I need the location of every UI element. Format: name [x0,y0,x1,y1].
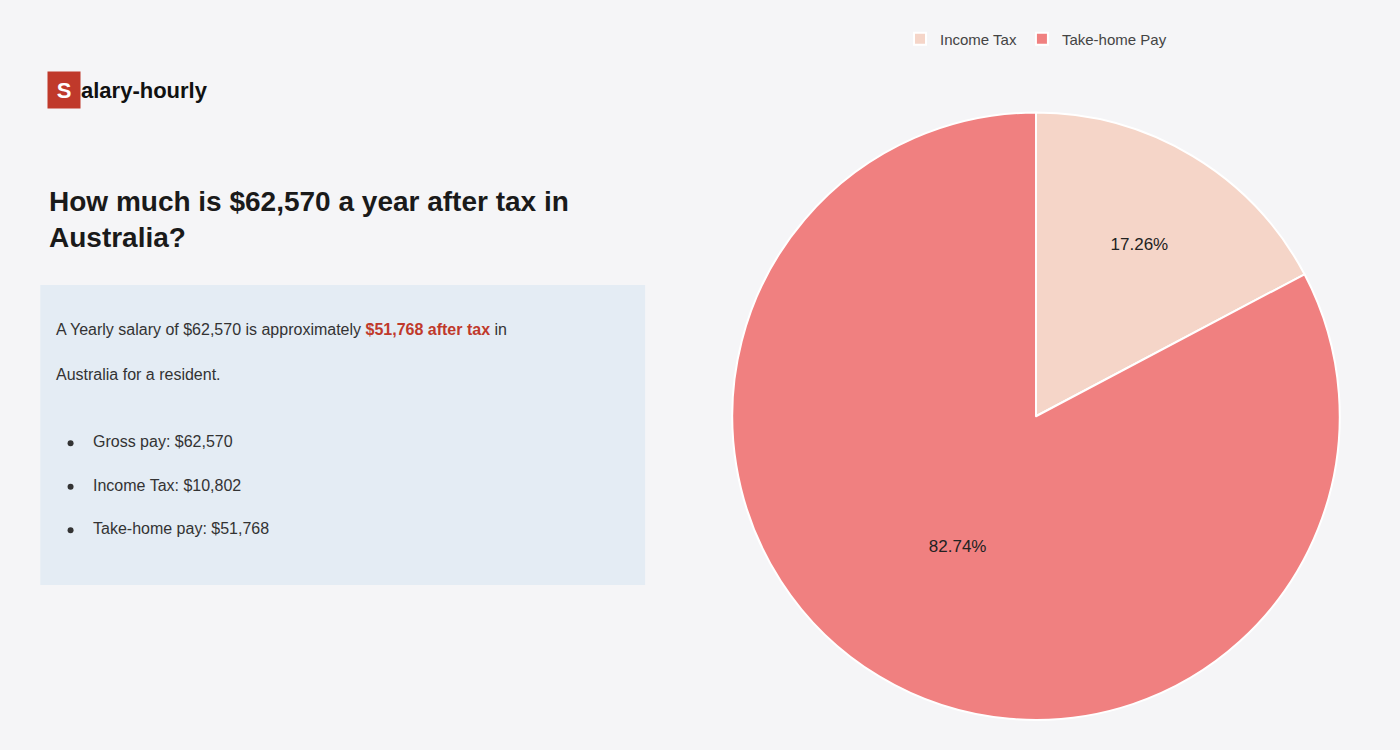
svg-text:Income Tax: Income Tax [940,31,1017,48]
svg-text:Gross pay: $62,570: Gross pay: $62,570 [93,433,233,450]
svg-text:Take-home Pay: Take-home Pay [1062,31,1167,48]
svg-text:A Yearly salary of $62,570 is: A Yearly salary of $62,570 is approximat… [56,321,507,338]
svg-text:82.74%: 82.74% [929,537,987,556]
svg-text:Take-home pay: $51,768: Take-home pay: $51,768 [93,520,269,537]
svg-text:Australia for a resident.: Australia for a resident. [56,366,221,383]
svg-text:17.26%: 17.26% [1111,235,1169,254]
svg-text:S: S [57,78,72,103]
svg-text:Income Tax: $10,802: Income Tax: $10,802 [93,477,241,494]
svg-text:alary-hourly: alary-hourly [81,78,208,103]
svg-text:How much is $62,570 a year aft: How much is $62,570 a year after tax inA… [49,186,569,253]
